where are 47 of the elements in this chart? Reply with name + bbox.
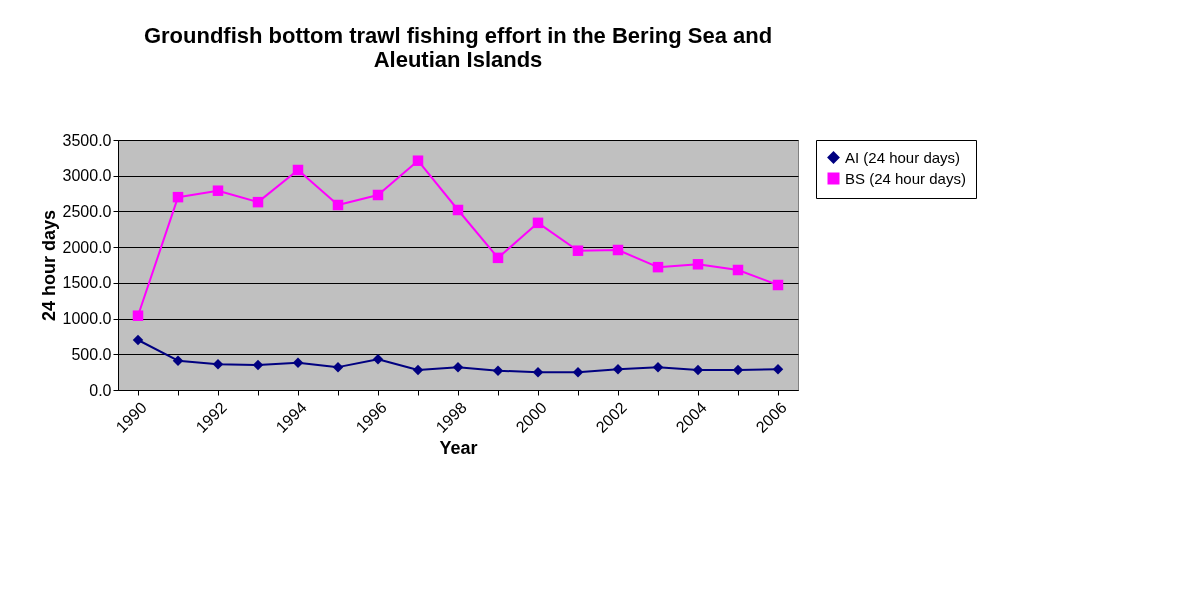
point [412,155,424,166]
point [612,364,624,375]
point [332,361,344,373]
point [732,364,744,376]
point [612,244,624,256]
point [252,196,264,208]
point [172,355,184,366]
point [212,359,224,370]
point [492,252,504,264]
point [332,199,344,211]
point [372,189,384,201]
point [132,334,144,346]
y-tick-label: 1500.0 [62,274,112,292]
point [692,364,704,376]
point [732,264,744,276]
y-tick-label: 3000.0 [62,167,112,185]
x-axis-title: Year [439,437,478,458]
point [452,204,464,216]
point [772,279,784,291]
point [132,310,144,321]
legend-label: BS (24 hour days) [845,169,966,187]
point [212,185,224,196]
point [292,164,304,176]
point [772,364,784,375]
point [492,365,504,376]
point [452,361,464,373]
y-tick-label: 2500.0 [62,202,112,220]
point [372,354,384,365]
y-tick-label: 3500.0 [62,131,112,149]
y-tick-label: 500.0 [71,345,112,363]
point [652,361,664,373]
point [252,359,264,371]
point [692,259,704,270]
point [292,357,304,369]
point [532,366,544,378]
y-tick-label: 2000.0 [62,238,112,256]
chart-title: Groundfish bottom trawl fishing effort in the Bering Sea and Aleutian Islands [143,23,773,72]
y-tick-label: 0.0 [89,381,112,399]
legend-label: AI (24 hour days) [845,148,961,166]
point [172,191,184,203]
point [532,217,544,229]
point [572,245,584,256]
point [652,261,664,273]
y-tick-label: 1000.0 [62,310,112,328]
y-axis-title: 24 hour days [38,209,59,322]
point [572,366,584,378]
point [412,364,424,376]
